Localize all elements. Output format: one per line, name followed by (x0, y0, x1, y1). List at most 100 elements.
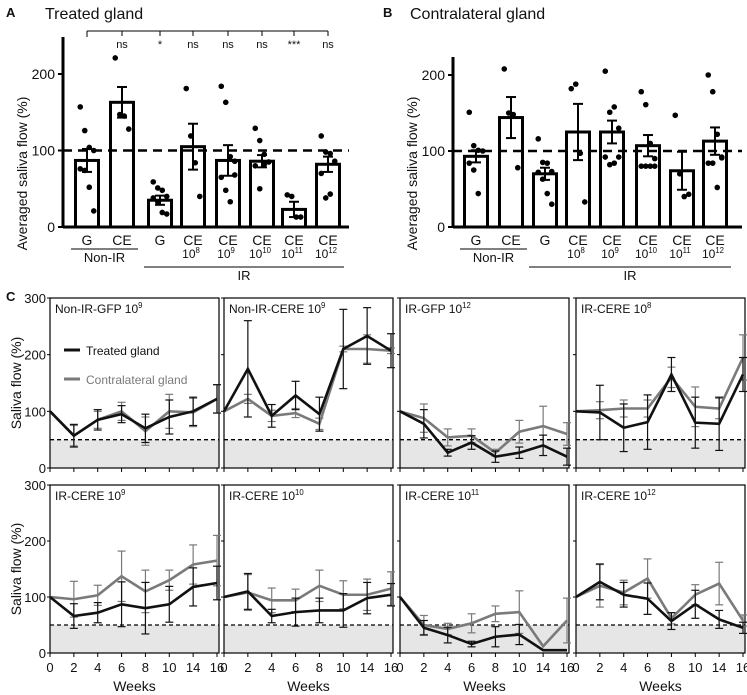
y-tick-label: 0 (437, 219, 445, 235)
bar (249, 159, 275, 229)
data-point (227, 198, 234, 205)
category-dose-label: 1012 (315, 246, 337, 261)
data-point (602, 154, 609, 160)
y-tick-label: 300 (24, 291, 46, 306)
category-label: CE (252, 232, 271, 248)
x-tick-label: 16 (210, 660, 224, 675)
data-point (642, 163, 649, 169)
category-dose-label: 108 (182, 246, 200, 261)
contra-gland-series-line (399, 596, 568, 649)
y-tick-label: 300 (24, 478, 46, 493)
y-tick-label: 100 (32, 143, 56, 159)
x-tick-label: 0 (220, 660, 227, 675)
panel-frame (575, 297, 746, 469)
x-tick-label: 8 (668, 660, 675, 675)
panel-title-exponent: 8 (647, 301, 651, 310)
contra-gland-series-line (575, 356, 745, 413)
data-point (81, 167, 88, 174)
data-point (479, 148, 486, 154)
data-point (222, 99, 229, 106)
data-point (86, 144, 93, 151)
category-dose-label-base: 10 (182, 247, 196, 261)
bar (463, 154, 489, 229)
data-point (322, 195, 329, 201)
group-label: Non-IR (473, 250, 514, 265)
panel-frame (223, 297, 394, 469)
x-tick-label: 14 (536, 660, 550, 675)
panel-title-exponent: 10 (295, 488, 304, 497)
data-point (611, 160, 618, 166)
y-tick-label: 100 (24, 590, 46, 605)
data-point (681, 193, 688, 200)
panel-letter: A (6, 5, 16, 20)
data-point (90, 147, 97, 154)
data-point (322, 149, 329, 155)
category-dose-label-exponent: 8 (196, 246, 200, 255)
x-tick-label: 6 (118, 660, 125, 675)
category-dose-label: 1010 (635, 246, 658, 261)
data-point (90, 208, 97, 214)
data-point (252, 125, 259, 132)
data-point (154, 198, 161, 205)
x-axis-label: Weeks (287, 678, 330, 694)
data-point (676, 171, 683, 177)
category-dose-label-exponent: 8 (581, 246, 585, 255)
panel-letter: C (6, 289, 16, 304)
legend-treated-label: Treated gland (86, 344, 160, 358)
treated-gland-series-line (222, 334, 392, 418)
x-tick-label: 2 (596, 660, 603, 675)
x-tick-label: 8 (316, 660, 323, 675)
category-dose-label-exponent: 12 (715, 246, 724, 255)
data-point (327, 191, 334, 197)
panel-title: IR-CERE 109 (55, 488, 125, 503)
data-point (77, 104, 84, 110)
below-threshold-shading (50, 439, 219, 468)
data-point (539, 176, 546, 182)
data-point (163, 211, 170, 217)
data-point (577, 150, 584, 157)
data-point (548, 168, 555, 175)
data-point (475, 147, 482, 154)
panel-title-base: Non-IR-GFP 10 (55, 302, 138, 316)
panel-frame (575, 484, 746, 654)
category-dose-label-exponent: 11 (295, 246, 303, 255)
panel-title: IR-CERE 108 (581, 301, 651, 316)
x-tick-label: 0 (46, 660, 53, 675)
category-dose-label: 1011 (669, 246, 690, 261)
data-point (265, 159, 272, 165)
x-tick-label: 10 (336, 660, 350, 675)
data-point (647, 163, 654, 169)
data-point (218, 83, 225, 90)
y-axis-label: Saliva flow (%) (8, 523, 24, 616)
bar (532, 172, 558, 229)
category-dose-label-base: 10 (249, 247, 263, 261)
data-point (714, 131, 721, 138)
panel-title-exponent: 12 (647, 488, 656, 497)
category-dose-label-exponent: 12 (328, 246, 337, 255)
category-dose-label-base: 10 (567, 247, 581, 261)
x-tick-label: 4 (620, 660, 627, 675)
data-point (297, 214, 304, 220)
contra-gland-series-line (223, 347, 392, 426)
bar (109, 100, 135, 229)
panel-title-base: IR-CERE 10 (581, 489, 647, 503)
category-label: G (471, 232, 482, 248)
treated-gland-series-line (575, 580, 744, 630)
data-point (535, 169, 542, 176)
data-point (116, 111, 123, 118)
data-point (539, 159, 546, 166)
panel-frame (49, 297, 220, 469)
x-tick-label: 14 (186, 660, 200, 675)
significance-label: ns (222, 39, 234, 51)
panel-title-base: IR-CERE 10 (405, 489, 471, 503)
data-point (86, 184, 93, 191)
panel-title-exponent: 11 (471, 488, 479, 497)
x-tick-label: 4 (444, 660, 451, 675)
significance-label: * (158, 39, 163, 51)
panel-title: Non-IR-GFP 109 (55, 301, 142, 316)
x-tick-label: 14 (360, 660, 374, 675)
category-label: CE (318, 232, 337, 248)
x-axis-label: Weeks (639, 678, 682, 694)
contra-gland-series-line (399, 410, 568, 455)
data-point (685, 191, 692, 198)
